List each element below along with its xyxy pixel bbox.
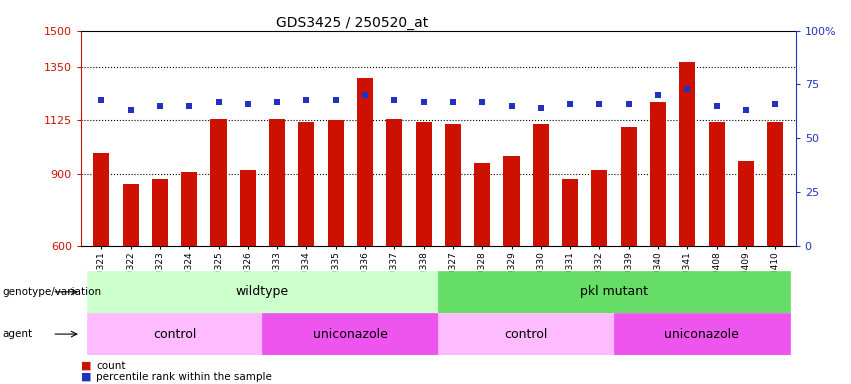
Title: GDS3425 / 250520_at: GDS3425 / 250520_at bbox=[277, 16, 429, 30]
Bar bbox=[562, 179, 578, 246]
Bar bbox=[650, 103, 666, 246]
Text: wildtype: wildtype bbox=[236, 285, 289, 298]
Point bbox=[681, 86, 694, 92]
Point bbox=[182, 103, 196, 109]
Bar bbox=[709, 122, 725, 246]
Text: control: control bbox=[153, 328, 197, 341]
Point bbox=[300, 96, 313, 103]
Text: uniconazole: uniconazole bbox=[665, 328, 740, 341]
Bar bbox=[210, 119, 226, 246]
Text: control: control bbox=[505, 328, 548, 341]
Bar bbox=[94, 152, 110, 246]
Point bbox=[271, 99, 284, 105]
Bar bbox=[591, 170, 608, 246]
Bar bbox=[299, 122, 315, 246]
Bar bbox=[438, 313, 614, 355]
Point bbox=[739, 107, 752, 113]
Point bbox=[153, 103, 167, 109]
Text: genotype/variation: genotype/variation bbox=[3, 287, 101, 297]
Bar bbox=[533, 124, 549, 246]
Text: percentile rank within the sample: percentile rank within the sample bbox=[96, 372, 272, 382]
Bar bbox=[151, 179, 168, 246]
Point bbox=[563, 101, 577, 107]
Point bbox=[387, 96, 401, 103]
Bar bbox=[767, 121, 783, 246]
Point bbox=[329, 96, 343, 103]
Bar bbox=[415, 121, 431, 246]
Text: agent: agent bbox=[3, 329, 32, 339]
Point bbox=[651, 92, 665, 98]
Bar bbox=[328, 120, 344, 246]
Bar bbox=[504, 156, 520, 246]
Point bbox=[94, 96, 108, 103]
Bar bbox=[614, 313, 790, 355]
Bar bbox=[738, 161, 754, 246]
Point bbox=[241, 101, 254, 107]
Point bbox=[768, 101, 782, 107]
Bar bbox=[438, 271, 790, 313]
Text: pkl mutant: pkl mutant bbox=[580, 285, 648, 298]
Bar bbox=[87, 313, 262, 355]
Text: count: count bbox=[96, 361, 126, 371]
Point bbox=[446, 99, 460, 105]
Bar bbox=[269, 119, 285, 246]
Bar bbox=[262, 313, 438, 355]
Bar bbox=[679, 62, 695, 246]
Text: ■: ■ bbox=[81, 361, 91, 371]
Point bbox=[417, 99, 431, 105]
Bar bbox=[445, 124, 461, 246]
Bar bbox=[240, 170, 256, 246]
Text: ■: ■ bbox=[81, 372, 91, 382]
Point bbox=[710, 103, 723, 109]
Bar bbox=[357, 78, 373, 246]
Point bbox=[534, 105, 547, 111]
Point bbox=[476, 99, 489, 105]
Bar bbox=[474, 163, 490, 246]
Point bbox=[622, 101, 636, 107]
Bar bbox=[620, 127, 637, 246]
Bar bbox=[123, 184, 139, 246]
Bar bbox=[181, 172, 197, 246]
Bar bbox=[386, 119, 403, 246]
Point bbox=[358, 92, 372, 98]
Point bbox=[505, 103, 518, 109]
Point bbox=[124, 107, 138, 113]
Bar bbox=[87, 271, 438, 313]
Point bbox=[212, 99, 226, 105]
Point bbox=[592, 101, 606, 107]
Text: uniconazole: uniconazole bbox=[313, 328, 388, 341]
